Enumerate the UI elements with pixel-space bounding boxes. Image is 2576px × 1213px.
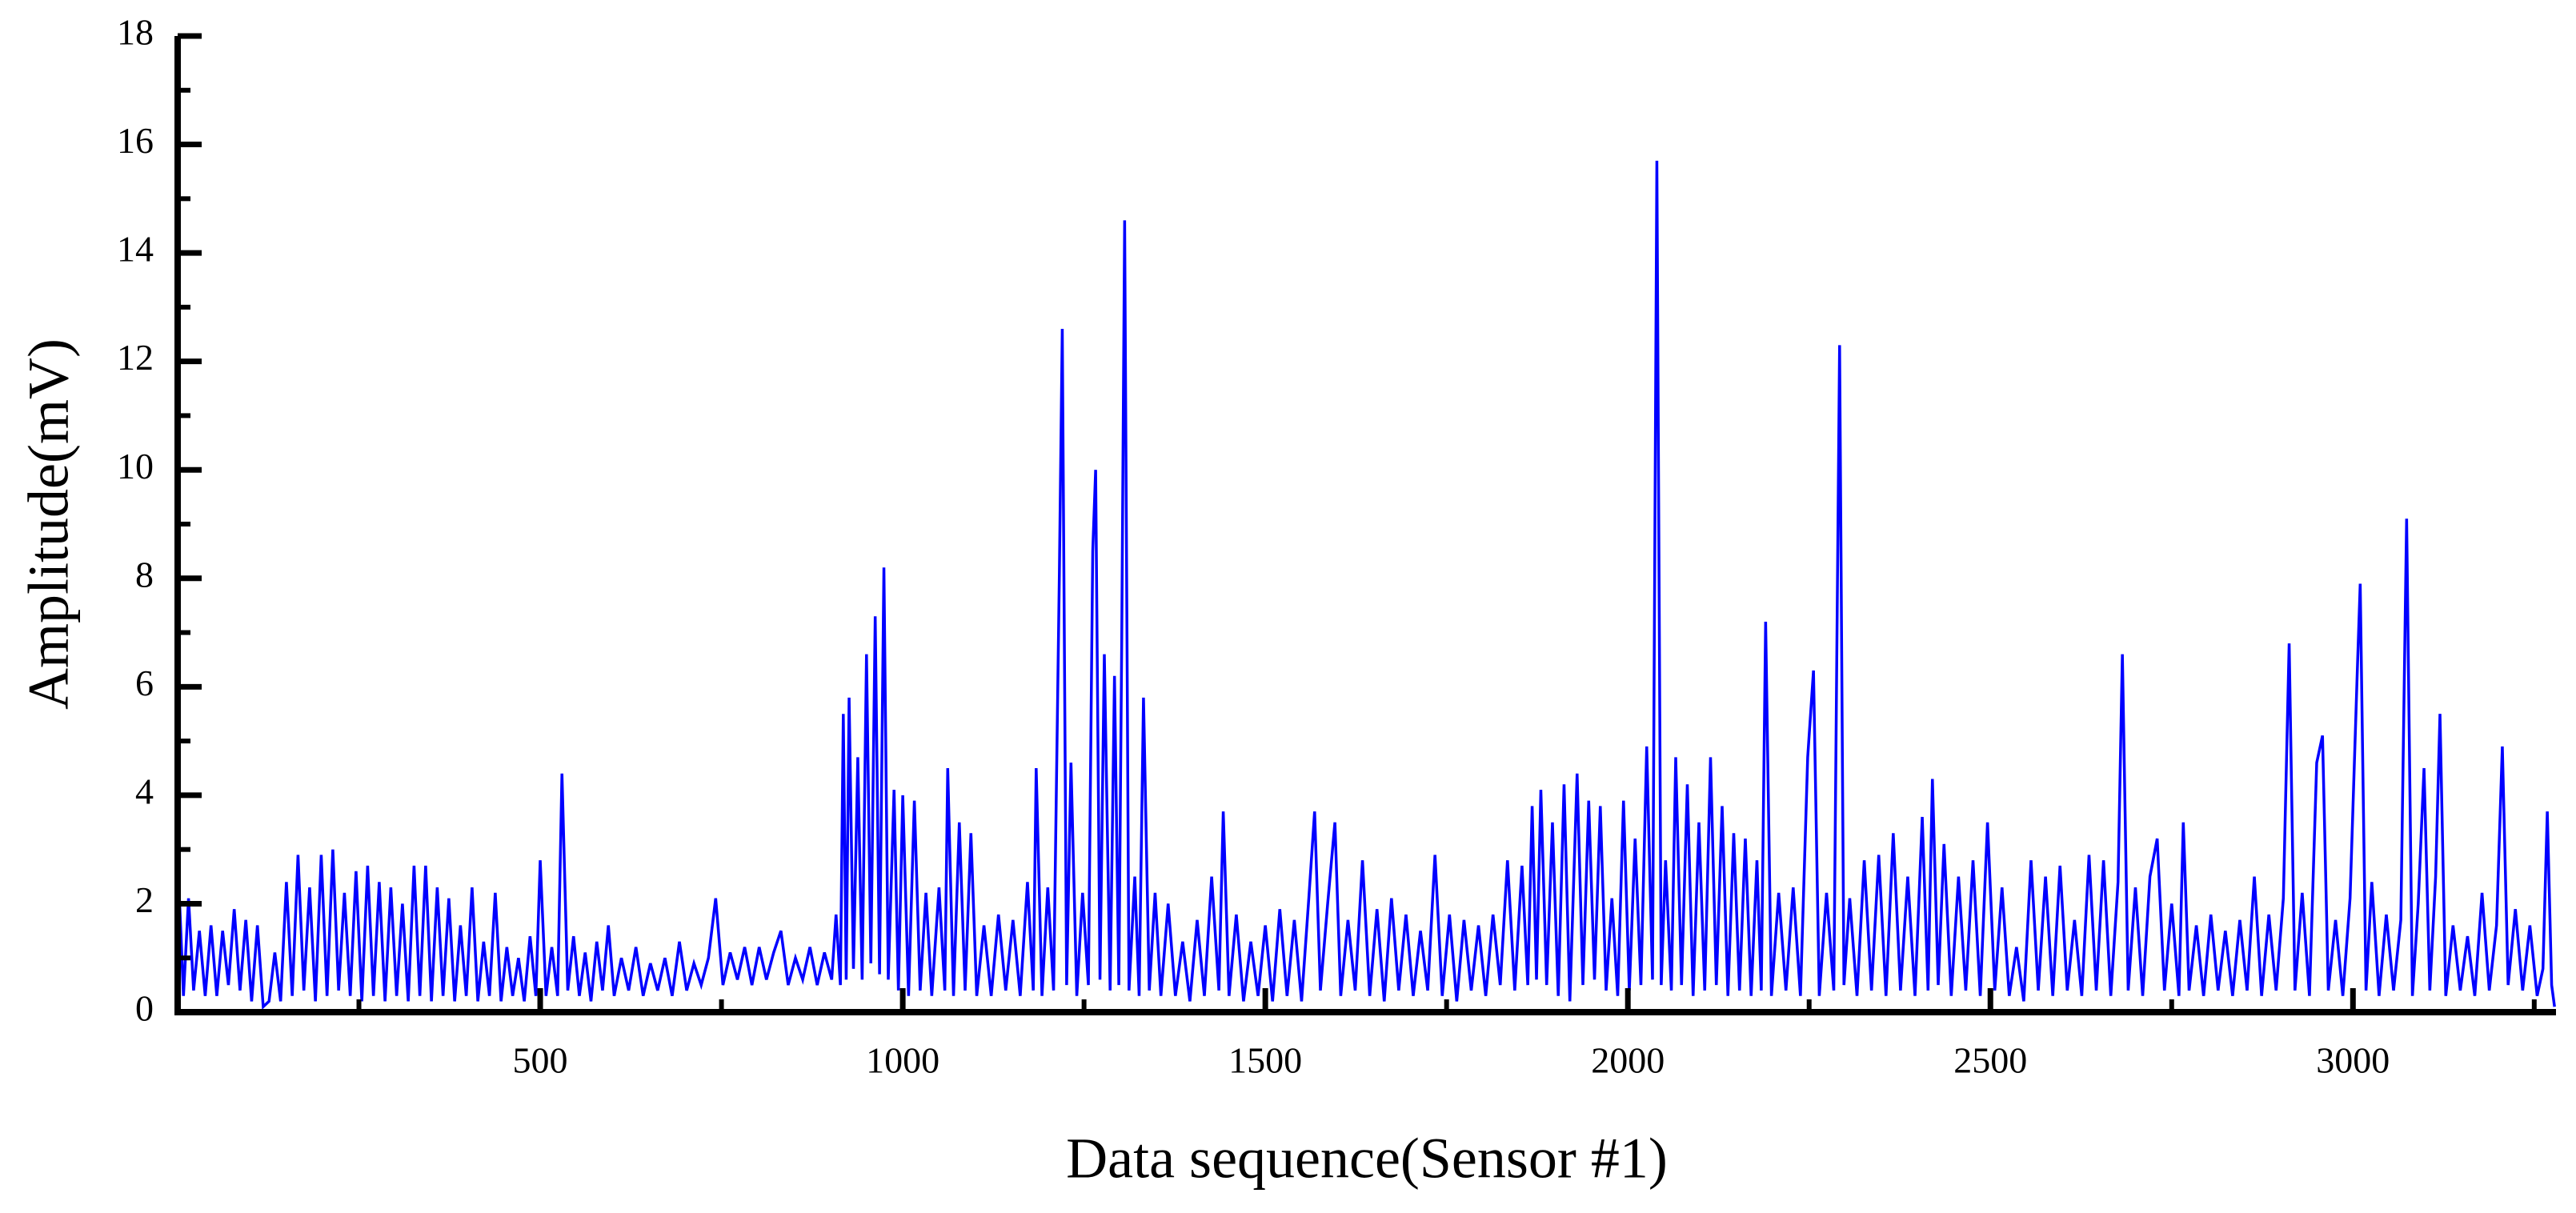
y-tick-label: 12 xyxy=(117,337,154,378)
y-tick-label: 18 xyxy=(117,12,154,53)
x-tick-label: 1000 xyxy=(866,1040,939,1081)
y-tick-label: 14 xyxy=(117,229,154,270)
x-tick-label: 1500 xyxy=(1228,1040,1302,1081)
y-axis-title: Amplitude(mV) xyxy=(17,338,81,710)
y-tick-label: 16 xyxy=(117,120,154,161)
y-tick-label: 8 xyxy=(135,554,154,594)
x-tick-label: 2500 xyxy=(1953,1040,2027,1081)
x-tick-label: 500 xyxy=(513,1040,568,1081)
data-line xyxy=(176,160,2556,1011)
x-tick-label: 3000 xyxy=(2316,1040,2390,1081)
y-tick-label: 0 xyxy=(135,988,154,1029)
x-tick-label: 2000 xyxy=(1591,1040,1665,1081)
y-tick-label: 10 xyxy=(117,446,154,486)
y-tick-label: 6 xyxy=(135,663,154,703)
y-tick-label: 4 xyxy=(135,771,154,811)
y-tick-label: 2 xyxy=(135,879,154,920)
x-axis-title: Data sequence(Sensor #1) xyxy=(1066,1127,1668,1191)
